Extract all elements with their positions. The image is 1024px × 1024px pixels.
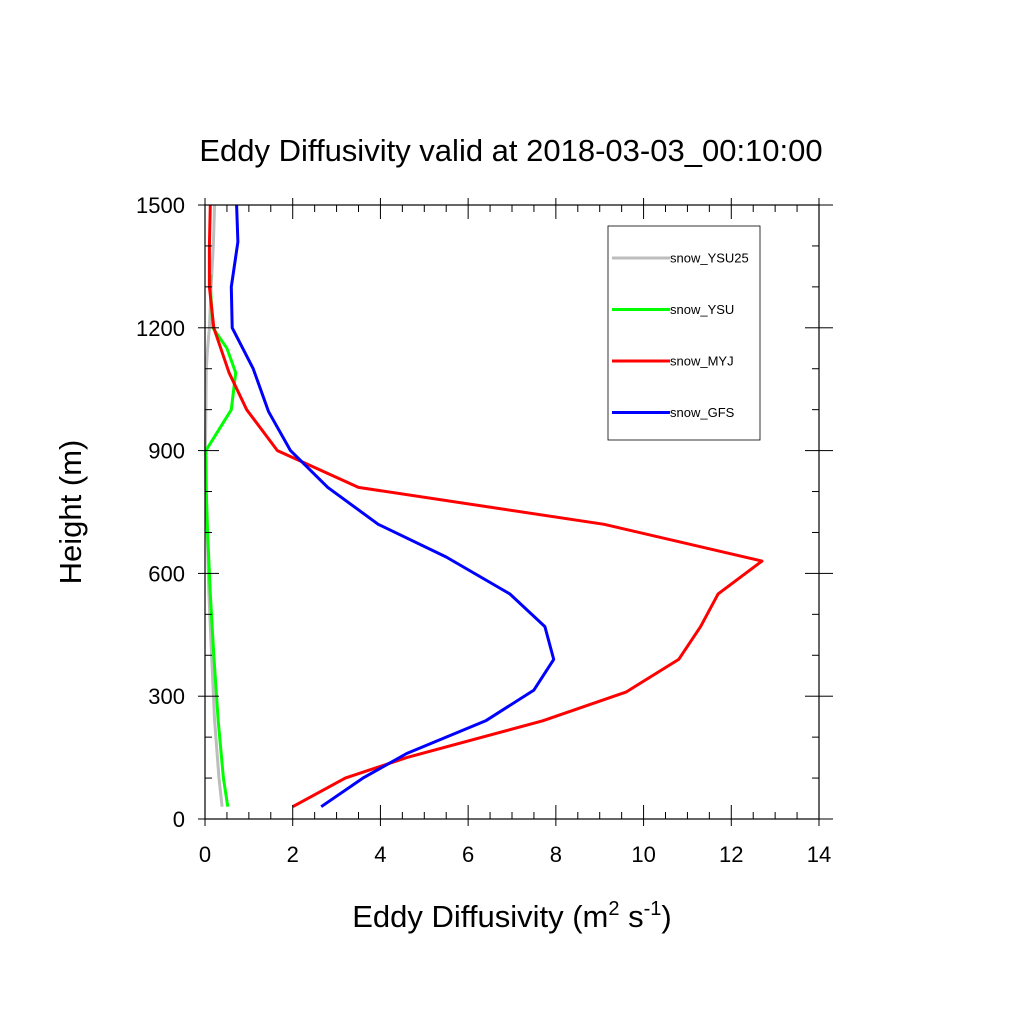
y-tick-labels: 0 300 600 900 1200 1500 bbox=[136, 193, 185, 832]
x-tick-label: 4 bbox=[374, 842, 386, 867]
x-tick-label: 6 bbox=[462, 842, 474, 867]
y-axis-label: Height (m) bbox=[53, 440, 88, 585]
x-tick-label: 14 bbox=[807, 842, 831, 867]
y-tick-label: 0 bbox=[173, 807, 185, 832]
legend: snow_YSU25 snow_YSU snow_MYJ snow_GFS bbox=[607, 225, 761, 441]
x-axis-label-sup-s: -1 bbox=[644, 898, 662, 920]
y-tick-label: 900 bbox=[148, 439, 185, 464]
y-tick-label: 600 bbox=[148, 561, 185, 586]
x-tick-label: 0 bbox=[199, 842, 211, 867]
x-axis-label: Eddy Diffusivity (m2 s-1) bbox=[352, 898, 671, 934]
y-tick-label: 1200 bbox=[136, 316, 185, 341]
legend-box bbox=[607, 225, 761, 441]
axis-ticks bbox=[198, 198, 833, 826]
series-line-snow_MYJ bbox=[207, 204, 764, 809]
x-tick-label: 2 bbox=[287, 842, 299, 867]
series-line-snow_GFS bbox=[229, 204, 556, 808]
x-tick-label: 8 bbox=[550, 842, 562, 867]
series-line-snow_YSU bbox=[204, 274, 238, 807]
legend-items: snow_YSU25 snow_YSU snow_MYJ snow_GFS bbox=[612, 251, 749, 420]
x-axis-label-mid: s bbox=[619, 899, 643, 934]
x-tick-label: 10 bbox=[631, 842, 655, 867]
x-axis-label-sup-m: 2 bbox=[608, 898, 619, 920]
y-tick-label: 300 bbox=[148, 684, 185, 709]
chart-title: Eddy Diffusivity valid at 2018-03-03_00:… bbox=[199, 133, 822, 168]
y-tick-label: 1500 bbox=[136, 193, 185, 218]
legend-label-snow_MYJ: snow_MYJ bbox=[670, 354, 734, 369]
legend-label-snow_YSU25: snow_YSU25 bbox=[670, 251, 749, 266]
legend-label-snow_YSU: snow_YSU bbox=[670, 302, 734, 317]
x-tick-labels: 0 2 4 6 8 10 12 14 bbox=[199, 842, 831, 867]
legend-label-snow_GFS: snow_GFS bbox=[670, 405, 735, 420]
x-axis-label-end: ) bbox=[661, 899, 671, 934]
x-tick-label: 12 bbox=[719, 842, 743, 867]
x-axis-label-base: Eddy Diffusivity (m bbox=[352, 899, 608, 934]
